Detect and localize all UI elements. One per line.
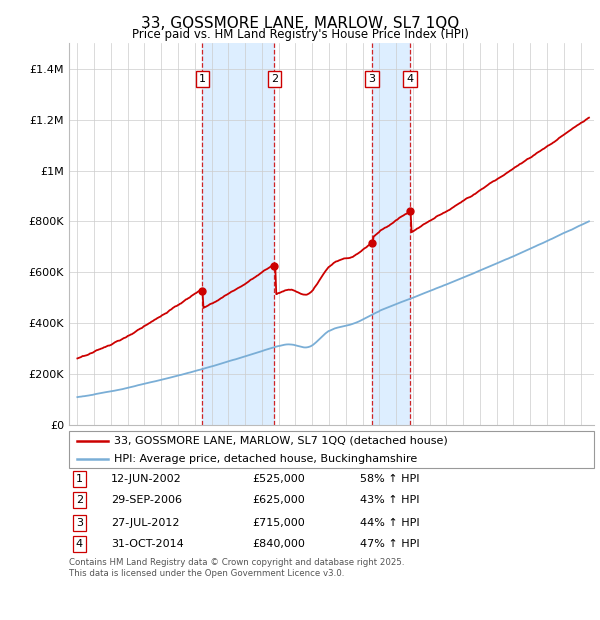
Text: 3: 3: [76, 518, 83, 528]
Text: This data is licensed under the Open Government Licence v3.0.: This data is licensed under the Open Gov…: [69, 569, 344, 578]
Text: 29-SEP-2006: 29-SEP-2006: [111, 495, 182, 505]
Text: Contains HM Land Registry data © Crown copyright and database right 2025.: Contains HM Land Registry data © Crown c…: [69, 558, 404, 567]
Text: 4: 4: [76, 539, 83, 549]
Bar: [372, 43, 410, 425]
Text: 58% ↑ HPI: 58% ↑ HPI: [360, 474, 419, 484]
Text: 33, GOSSMORE LANE, MARLOW, SL7 1QQ: 33, GOSSMORE LANE, MARLOW, SL7 1QQ: [141, 16, 459, 30]
Text: 1: 1: [199, 74, 206, 84]
Text: 2: 2: [271, 74, 278, 84]
Text: Price paid vs. HM Land Registry's House Price Index (HPI): Price paid vs. HM Land Registry's House …: [131, 28, 469, 41]
Text: £715,000: £715,000: [252, 518, 305, 528]
Text: 31-OCT-2014: 31-OCT-2014: [111, 539, 184, 549]
Text: £625,000: £625,000: [252, 495, 305, 505]
Text: 12-JUN-2002: 12-JUN-2002: [111, 474, 182, 484]
Text: 2: 2: [76, 495, 83, 505]
Bar: [202, 43, 274, 425]
Text: HPI: Average price, detached house, Buckinghamshire: HPI: Average price, detached house, Buck…: [113, 454, 417, 464]
Text: 1: 1: [76, 474, 83, 484]
Text: 4: 4: [406, 74, 413, 84]
Text: 27-JUL-2012: 27-JUL-2012: [111, 518, 179, 528]
Text: 3: 3: [368, 74, 376, 84]
Text: 43% ↑ HPI: 43% ↑ HPI: [360, 495, 419, 505]
Text: 44% ↑ HPI: 44% ↑ HPI: [360, 518, 419, 528]
Text: £840,000: £840,000: [252, 539, 305, 549]
Text: £525,000: £525,000: [252, 474, 305, 484]
Text: 47% ↑ HPI: 47% ↑ HPI: [360, 539, 419, 549]
Text: 33, GOSSMORE LANE, MARLOW, SL7 1QQ (detached house): 33, GOSSMORE LANE, MARLOW, SL7 1QQ (deta…: [113, 436, 448, 446]
